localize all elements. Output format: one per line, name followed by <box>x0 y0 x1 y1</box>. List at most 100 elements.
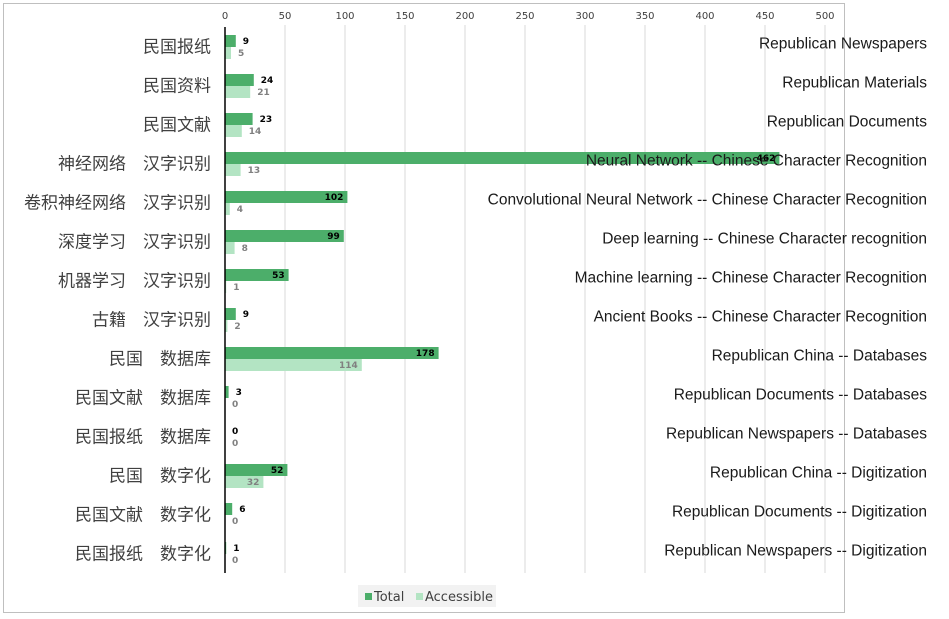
category-label-en: Republican Documents -- Digitization <box>672 504 927 521</box>
bar-accessible <box>225 86 251 98</box>
x-tick-label: 200 <box>455 11 474 22</box>
bar-total <box>225 503 233 515</box>
data-label-accessible: 5 <box>238 49 244 59</box>
data-label-accessible: 114 <box>339 361 358 371</box>
category-label-en: Republican Newspapers -- Digitization <box>664 543 927 560</box>
data-label-accessible: 0 <box>232 517 238 527</box>
x-tick-label: 400 <box>695 11 714 22</box>
category-label-cn: 民国报纸 <box>143 38 211 58</box>
data-label-accessible: 14 <box>249 127 262 137</box>
data-label-total: 53 <box>272 271 285 281</box>
bar-accessible <box>225 125 242 137</box>
x-tick-label: 450 <box>755 11 774 22</box>
category-labels: 民国报纸 Republican Newspapers 民国资料 Republican … <box>24 36 927 565</box>
bar-accessible <box>225 164 241 176</box>
gridlines <box>284 25 826 573</box>
x-tick-label: 250 <box>515 11 534 22</box>
bar-total <box>225 386 229 398</box>
bar-accessible <box>225 320 228 332</box>
bar-accessible <box>225 242 235 254</box>
category-label-en: Deep learning -- Chinese Character recog… <box>602 231 927 248</box>
category-label-cn: 民国文献 数字化 <box>75 506 211 526</box>
data-label-accessible: 13 <box>248 166 261 176</box>
bar-total <box>225 191 348 203</box>
data-label-accessible: 0 <box>232 439 238 449</box>
data-label-total: 3 <box>236 388 242 398</box>
data-label-total: 9 <box>243 310 249 320</box>
data-label-accessible: 0 <box>232 400 238 410</box>
data-label-total: 23 <box>260 115 273 125</box>
category-label-en: Republican China -- Digitization <box>710 465 927 482</box>
bar-accessible <box>225 203 230 215</box>
legend-swatch-accessible <box>416 593 423 600</box>
data-label-accessible: 8 <box>242 244 248 254</box>
bar-total <box>225 269 289 281</box>
x-tick-label: 150 <box>395 11 414 22</box>
category-label-en: Neural Network -- Chinese Character Reco… <box>586 153 927 170</box>
data-label-accessible: 1 <box>233 283 239 293</box>
bar-total <box>225 74 254 86</box>
bar-total <box>225 464 288 476</box>
legend-background <box>358 585 496 607</box>
data-label-accessible: 21 <box>257 88 270 98</box>
data-label-total: 9 <box>243 37 249 47</box>
data-label-total: 462 <box>757 154 776 164</box>
category-label-cn: 民国资料 <box>143 77 211 97</box>
data-label-total: 52 <box>271 466 284 476</box>
x-tick-label: 300 <box>575 11 594 22</box>
data-label-total: 99 <box>327 232 340 242</box>
category-label-en: Convolutional Neural Network -- Chinese … <box>488 192 927 209</box>
category-label-en: Machine learning -- Chinese Character Re… <box>575 270 927 287</box>
category-label-en: Republican Materials <box>782 75 927 92</box>
category-label-en: Republican Newspapers <box>759 36 927 53</box>
data-label-accessible: 4 <box>237 205 243 215</box>
data-label-total: 102 <box>325 193 344 203</box>
bar-accessible <box>225 47 231 59</box>
data-label-accessible: 0 <box>232 556 238 566</box>
x-tick-label: 100 <box>335 11 354 22</box>
category-label-cn: 民国 数据库 <box>109 350 211 370</box>
bar-total <box>225 308 236 320</box>
x-tick-label: 0 <box>222 11 228 22</box>
legend-swatch-total <box>365 593 372 600</box>
category-label-cn: 民国报纸 数字化 <box>75 545 211 565</box>
bars <box>225 35 780 554</box>
legend: Total Accessible <box>358 585 496 607</box>
data-label-accessible: 2 <box>234 322 240 332</box>
bar-total <box>225 35 236 47</box>
category-label-en: Republican Newspapers -- Databases <box>666 426 927 443</box>
legend-label-accessible: Accessible <box>425 590 493 605</box>
category-label-cn: 深度学习 汉字识别 <box>58 233 211 253</box>
data-label-total: 24 <box>261 76 274 86</box>
category-label-en: Republican Documents -- Databases <box>674 387 928 404</box>
x-tick-label: 500 <box>815 11 834 22</box>
data-label-accessible: 32 <box>247 478 260 488</box>
data-labels: 9524212314462131024998531921781143000523… <box>232 37 775 566</box>
category-label-cn: 民国文献 数据库 <box>75 389 211 409</box>
x-axis-ticks: 0 50 100 150 200 250 300 350 400 450 500 <box>222 11 835 22</box>
data-label-total: 1 <box>233 544 239 554</box>
category-label-cn: 民国报纸 数据库 <box>75 428 211 448</box>
x-tick-label: 350 <box>635 11 654 22</box>
category-label-en: Ancient Books -- Chinese Character Recog… <box>594 309 927 326</box>
bar-total <box>225 347 439 359</box>
bar-accessible <box>225 476 264 488</box>
category-label-cn: 卷积神经网络 汉字识别 <box>24 194 211 214</box>
category-label-en: Republican Documents <box>767 114 928 131</box>
category-label-cn: 古籍 汉字识别 <box>92 311 211 331</box>
bar-accessible <box>225 359 362 371</box>
category-label-en: Republican China -- Databases <box>712 348 928 365</box>
bar-total <box>225 230 344 242</box>
category-label-cn: 机器学习 汉字识别 <box>58 272 211 292</box>
data-label-total: 178 <box>416 349 435 359</box>
data-label-total: 6 <box>239 505 245 515</box>
category-label-cn: 民国文献 <box>143 116 211 136</box>
category-label-cn: 民国 数字化 <box>109 467 211 487</box>
x-tick-label: 50 <box>279 11 292 22</box>
legend-label-total: Total <box>373 590 404 605</box>
bar-total <box>225 113 253 125</box>
data-label-total: 0 <box>232 427 238 437</box>
bar-total <box>225 152 780 164</box>
category-label-cn: 神经网络 汉字识别 <box>58 155 211 175</box>
